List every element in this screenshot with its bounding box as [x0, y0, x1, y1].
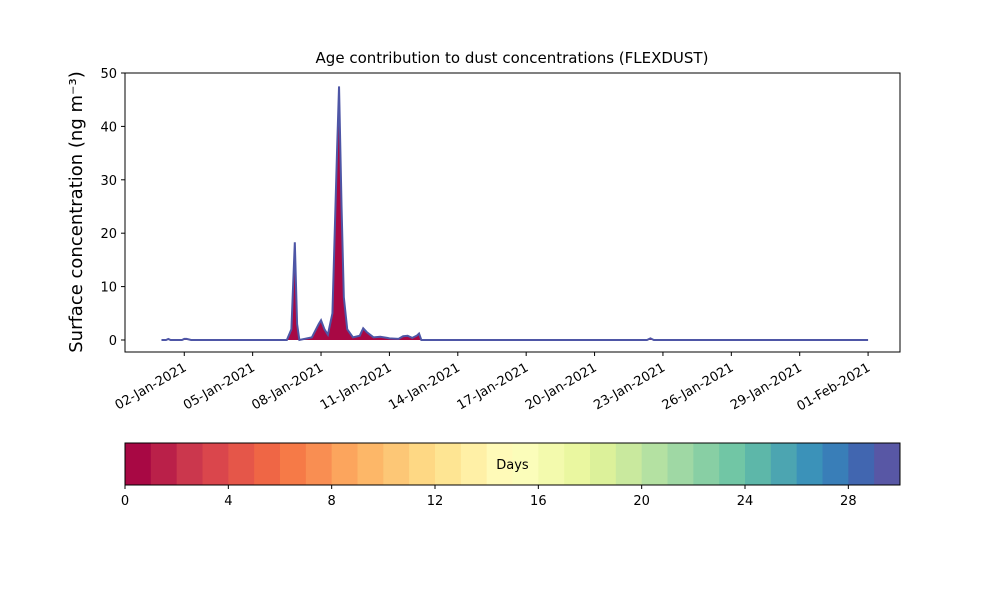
y-tick-label: 30: [100, 174, 117, 189]
y-tick-label: 40: [100, 120, 117, 135]
colorbar-label: Days: [496, 458, 529, 473]
colorbar-cell: [383, 443, 410, 485]
x-tick-label: 20-Jan-2021: [523, 360, 600, 413]
colorbar-cell: [150, 443, 178, 485]
x-tick-label: 17-Jan-2021: [455, 360, 532, 413]
colorbar-cell: [564, 443, 591, 485]
colorbar-cell: [228, 443, 255, 485]
colorbar-cell: [874, 443, 901, 485]
colorbar-cell: [538, 443, 565, 485]
colorbar-cell: [693, 443, 720, 485]
x-tick-label: 11-Jan-2021: [318, 360, 395, 413]
x-tick-label: 01-Feb-2021: [795, 360, 874, 414]
colorbar-tick-label: 4: [224, 494, 232, 509]
colorbar-cell: [745, 443, 772, 485]
colorbar-cell: [125, 443, 152, 485]
x-tick-label: 29-Jan-2021: [728, 360, 805, 413]
colorbar-tick-label: 12: [427, 494, 444, 509]
colorbar-tick-label: 20: [633, 494, 650, 509]
colorbar-cell: [409, 443, 436, 485]
colorbar-cell: [176, 443, 203, 485]
colorbar-cell: [280, 443, 307, 485]
colorbar-cell: [615, 443, 643, 485]
colorbar-cell: [770, 443, 798, 485]
x-tick-label: 23-Jan-2021: [591, 360, 668, 413]
y-tick-label: 0: [109, 334, 117, 349]
y-tick-label: 10: [100, 281, 117, 296]
colorbar-cell: [822, 443, 849, 485]
colorbar-cell: [590, 443, 617, 485]
colorbar-cell: [305, 443, 333, 485]
colorbar-tick-label: 24: [737, 494, 754, 509]
x-tick-label: 14-Jan-2021: [386, 360, 463, 413]
colorbar-tick-label: 16: [530, 494, 547, 509]
colorbar-cell: [254, 443, 281, 485]
area-line: [161, 86, 869, 342]
plot-frame: [124, 72, 901, 353]
colorbar-cell: [435, 443, 462, 485]
colorbar-cell: [460, 443, 488, 485]
colorbar-tick-label: 28: [840, 494, 857, 509]
colorbar-frame: [124, 442, 901, 486]
colorbar-cell: [641, 443, 668, 485]
colorbar-tick-label: 8: [328, 494, 336, 509]
colorbar-cell: [719, 443, 746, 485]
y-axis-label: Surface concentration (ng m⁻³): [66, 71, 87, 353]
colorbar-tick-label: 0: [121, 494, 129, 509]
y-tick-label: 20: [100, 227, 117, 242]
y-tick-label: 50: [100, 67, 117, 82]
colorbar-cell: [848, 443, 875, 485]
colorbar-cell: [357, 443, 384, 485]
x-tick-label: 05-Jan-2021: [181, 360, 258, 413]
colorbar-cell: [202, 443, 229, 485]
chart-title: Age contribution to dust concentrations …: [316, 49, 709, 67]
x-tick-label: 02-Jan-2021: [113, 360, 190, 413]
x-tick-label: 26-Jan-2021: [660, 360, 737, 413]
colorbar-cell: [512, 443, 539, 485]
area-fill: [161, 86, 869, 340]
x-tick-label: 08-Jan-2021: [249, 360, 326, 413]
colorbar-cell: [331, 443, 358, 485]
colorbar-cell: [667, 443, 694, 485]
colorbar-cell: [486, 443, 513, 485]
colorbar-cell: [796, 443, 823, 485]
